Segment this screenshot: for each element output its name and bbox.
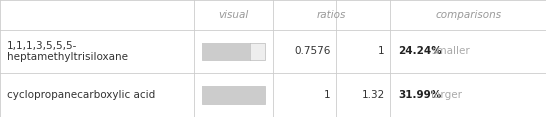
Text: 1: 1 [324,90,330,100]
Bar [202,86,265,104]
Text: 0.7576: 0.7576 [294,46,330,57]
Bar [202,86,265,104]
Text: larger: larger [431,90,462,100]
Bar [202,43,250,60]
Text: comparisons: comparisons [435,10,501,20]
Bar [202,43,265,60]
Text: 24.24%: 24.24% [399,46,442,57]
Text: 1,1,1,3,5,5,5-
heptamethyltrisiloxane: 1,1,1,3,5,5,5- heptamethyltrisiloxane [7,41,128,62]
Text: visual: visual [218,10,248,20]
Text: 31.99%: 31.99% [399,90,442,100]
Text: 1: 1 [378,46,385,57]
Text: cyclopropanecarboxylic acid: cyclopropanecarboxylic acid [7,90,155,100]
Text: ratios: ratios [317,10,346,20]
Text: smaller: smaller [431,46,470,57]
Text: 1.32: 1.32 [361,90,385,100]
